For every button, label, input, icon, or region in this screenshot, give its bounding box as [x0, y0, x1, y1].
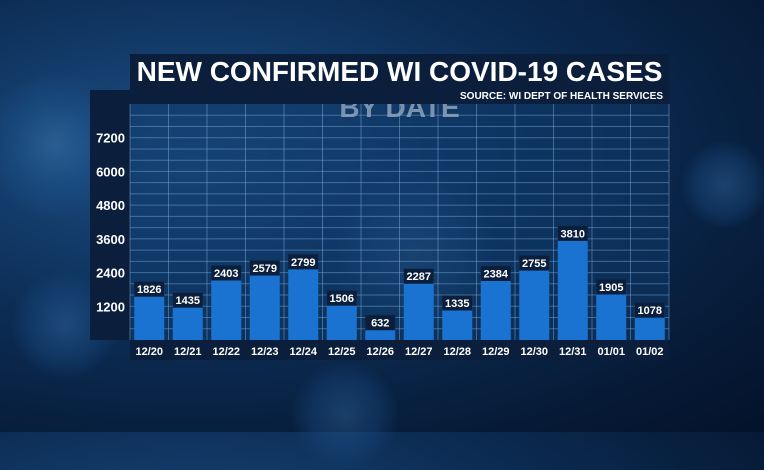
- data-label-box: [519, 255, 550, 271]
- data-label-box: [403, 268, 434, 284]
- data-label-box: [480, 266, 511, 282]
- y-tick-label: 1200: [96, 299, 125, 314]
- bar-chart: 1200 2400 3600 4800 6000 7200 1826 12/20 1435 12/…: [96, 104, 670, 358]
- data-label-box: [557, 225, 588, 241]
- data-label: 1335: [445, 298, 469, 310]
- x-tick-label: 12/29: [482, 346, 510, 358]
- data-label: 1435: [176, 295, 200, 307]
- bar: [557, 232, 588, 340]
- data-label-box: [249, 260, 280, 276]
- x-tick-label: 12/20: [135, 346, 163, 358]
- data-label-box: [634, 302, 665, 318]
- x-tick-label: 12/21: [174, 346, 202, 358]
- bar: [519, 262, 550, 340]
- bar: [480, 273, 511, 340]
- data-label: 2579: [253, 263, 277, 275]
- data-label: 1506: [330, 293, 354, 305]
- bar: [211, 272, 242, 340]
- x-tick-label: 12/31: [559, 346, 587, 358]
- virus-decoration: [680, 140, 764, 230]
- data-label-box: [211, 265, 242, 281]
- chart-title: NEW CONFIRMED WI COVID-19 CASES BY DATE: [130, 54, 669, 123]
- x-tick-label: 12/26: [366, 346, 394, 358]
- bar: [249, 267, 280, 340]
- y-tick-label: 3600: [96, 232, 125, 247]
- bar: [288, 261, 319, 340]
- y-axis-panel: [90, 90, 130, 340]
- x-tick-label: 01/02: [636, 346, 664, 358]
- data-label-box: [596, 279, 627, 295]
- data-label: 2403: [214, 268, 238, 280]
- data-label-box: [442, 295, 473, 311]
- data-label: 2799: [291, 257, 315, 269]
- data-label: 2384: [484, 269, 509, 281]
- y-tick-label: 2400: [96, 266, 125, 281]
- data-label-box: [326, 290, 357, 306]
- x-tick-label: 12/22: [212, 346, 240, 358]
- data-label: 1905: [599, 282, 623, 294]
- source-text: SOURCE: WI DEPT OF HEALTH SERVICES: [460, 91, 663, 102]
- data-label: 2287: [407, 271, 431, 283]
- x-tick-label: 12/30: [520, 346, 548, 358]
- data-label: 3810: [561, 228, 585, 240]
- x-tick-label: 12/23: [251, 346, 279, 358]
- data-label-box: [365, 315, 396, 331]
- x-axis-panel: [130, 340, 669, 360]
- y-tick-label: 6000: [96, 164, 125, 179]
- data-label: 1078: [638, 305, 662, 317]
- data-label: 632: [371, 318, 389, 330]
- x-tick-label: 12/27: [405, 346, 433, 358]
- y-tick-label: 7200: [96, 131, 125, 146]
- bar: [134, 288, 165, 340]
- x-tick-label: 12/28: [443, 346, 471, 358]
- bar: [596, 286, 627, 340]
- x-tick-label: 12/25: [328, 346, 356, 358]
- y-tick-label: 4800: [96, 198, 125, 213]
- data-label: 2755: [522, 258, 546, 270]
- data-label-box: [288, 254, 319, 270]
- bar: [403, 275, 434, 340]
- data-label-box: [172, 292, 203, 308]
- data-label: 1826: [137, 284, 161, 296]
- x-tick-label: 01/01: [597, 346, 625, 358]
- x-tick-label: 12/24: [289, 346, 317, 358]
- chart-source: SOURCE: WI DEPT OF HEALTH SERVICES: [130, 90, 669, 104]
- data-label-box: [134, 281, 165, 297]
